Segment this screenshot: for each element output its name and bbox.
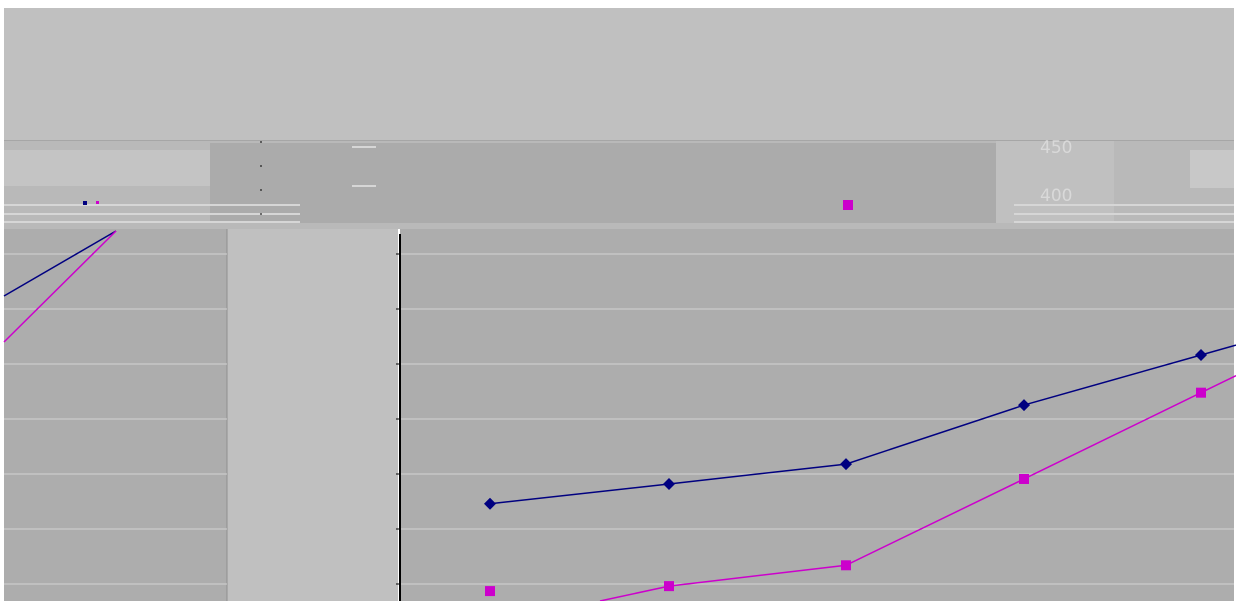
header-band xyxy=(4,8,1234,141)
series-1-point-3 xyxy=(1019,473,1029,484)
left-fragment-magenta xyxy=(3,230,117,343)
left-plot-area xyxy=(4,229,227,601)
separator-strip xyxy=(227,229,398,601)
stray-magenta-marker xyxy=(96,201,99,204)
series-0-point-4 xyxy=(1195,348,1207,361)
series-line-0 xyxy=(489,344,1236,505)
fragment-panel-mid xyxy=(210,143,996,223)
fragment-lines xyxy=(4,146,1234,223)
series-1-point-4 xyxy=(1196,387,1206,398)
gridlines xyxy=(4,253,1234,585)
series-1 xyxy=(485,374,1236,601)
series-0-point-3 xyxy=(1018,399,1030,412)
fragment-panel-left xyxy=(4,150,210,186)
series-1-point-0 xyxy=(485,586,495,597)
series-0-point-1 xyxy=(663,477,675,490)
series-1-point-2 xyxy=(841,560,851,571)
stray-blue-marker xyxy=(83,201,87,205)
series-line-1 xyxy=(599,374,1236,601)
top-tick-1: 450 xyxy=(1040,138,1072,158)
fragment-panel-far-right xyxy=(1190,150,1234,188)
series-0-point-2 xyxy=(840,458,852,471)
series-0 xyxy=(484,344,1236,510)
stray-square-marker xyxy=(843,200,853,210)
fragment-panel-right xyxy=(996,141,1114,223)
plot-area xyxy=(400,229,1234,601)
series-0-point-0 xyxy=(484,497,496,510)
series-1-point-1 xyxy=(664,581,674,592)
left-fragment-blue xyxy=(3,230,117,297)
series-layer xyxy=(484,344,1236,601)
left-fragment-lines xyxy=(3,230,117,343)
top-tick-2: 400 xyxy=(1040,186,1072,206)
